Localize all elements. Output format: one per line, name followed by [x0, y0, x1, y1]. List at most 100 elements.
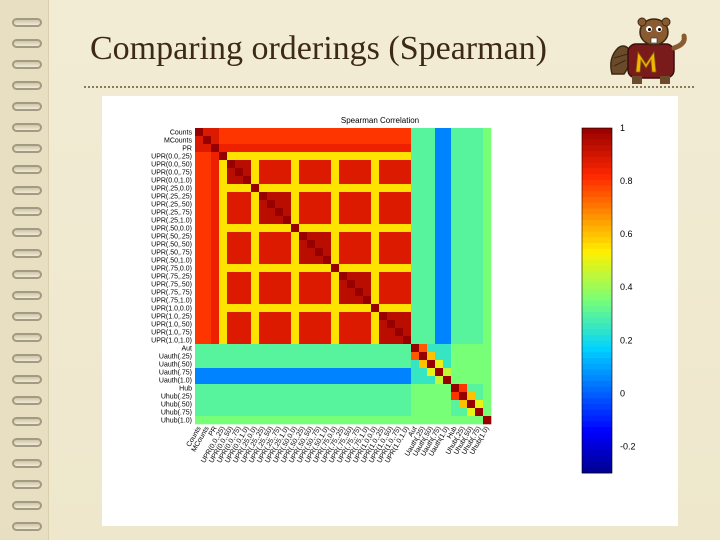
- colorbar-segment: [582, 398, 612, 405]
- heatmap-cell: [379, 240, 388, 249]
- heatmap-cell: [371, 368, 380, 377]
- heatmap-cell: [459, 288, 468, 297]
- heatmap-cell: [387, 232, 396, 241]
- heatmap-cell: [395, 256, 404, 265]
- heatmap-cell: [467, 264, 476, 273]
- heatmap-cell: [251, 400, 260, 409]
- colorbar-segment: [582, 197, 612, 204]
- heatmap-cell: [451, 240, 460, 249]
- heatmap-cell: [203, 288, 212, 297]
- heatmap-cell: [243, 128, 252, 137]
- heatmap-cell: [251, 200, 260, 209]
- colorbar-tick-label: -0.2: [620, 441, 636, 451]
- heatmap-cell: [259, 136, 268, 145]
- heatmap-cell: [267, 360, 276, 369]
- heatmap-cell: [219, 232, 228, 241]
- heatmap-cell: [387, 144, 396, 153]
- heatmap-cell: [235, 400, 244, 409]
- heatmap-cell: [219, 136, 228, 145]
- heatmap-cell: [371, 280, 380, 289]
- heatmap-cell: [243, 384, 252, 393]
- heatmap-cell: [323, 392, 332, 401]
- heatmap-cell: [379, 200, 388, 209]
- heatmap-cell: [227, 216, 236, 225]
- heatmap-cell: [363, 384, 372, 393]
- heatmap-cell: [363, 208, 372, 217]
- heatmap-cell: [475, 232, 484, 241]
- heatmap-cell: [387, 200, 396, 209]
- heatmap-cell: [227, 344, 236, 353]
- heatmap-cell: [203, 280, 212, 289]
- heatmap-cell: [203, 360, 212, 369]
- heatmap-cell: [435, 168, 444, 177]
- heatmap-cell: [371, 160, 380, 169]
- heatmap-cell: [435, 352, 444, 361]
- heatmap-cell: [419, 392, 428, 401]
- heatmap-cell: [251, 152, 260, 161]
- heatmap-cell: [291, 152, 300, 161]
- heatmap-cell: [195, 144, 204, 153]
- heatmap-cell: [291, 128, 300, 137]
- heatmap-cell: [371, 384, 380, 393]
- heatmap-cell: [435, 312, 444, 321]
- heatmap-cell: [315, 416, 324, 425]
- heatmap-cell: [363, 360, 372, 369]
- heatmap-cell: [251, 408, 260, 417]
- heatmap-cell: [227, 232, 236, 241]
- heatmap-cell: [451, 320, 460, 329]
- heatmap-cell: [467, 184, 476, 193]
- heatmap-cell: [363, 200, 372, 209]
- heatmap-cell: [299, 272, 308, 281]
- heatmap-cell: [467, 400, 476, 409]
- heatmap-cell: [331, 136, 340, 145]
- heatmap-cell: [427, 240, 436, 249]
- heatmap-cell: [363, 256, 372, 265]
- heatmap-cell: [203, 368, 212, 377]
- heatmap-cell: [291, 376, 300, 385]
- heatmap-cell: [331, 224, 340, 233]
- heatmap-cell: [467, 240, 476, 249]
- heatmap-cell: [235, 168, 244, 177]
- heatmap-cell: [299, 176, 308, 185]
- heatmap-cell: [411, 240, 420, 249]
- heatmap-cell: [323, 408, 332, 417]
- heatmap-cell: [475, 360, 484, 369]
- heatmap-cell: [251, 144, 260, 153]
- heatmap-cell: [251, 232, 260, 241]
- heatmap-cell: [451, 216, 460, 225]
- heatmap-cell: [291, 264, 300, 273]
- heatmap-cell: [211, 256, 220, 265]
- heatmap-cell: [347, 296, 356, 305]
- heatmap-cell: [419, 416, 428, 425]
- row-label: UPR(.25,.75): [151, 209, 192, 216]
- heatmap-cell: [267, 192, 276, 201]
- row-label: UPR(.50,.50): [151, 241, 192, 248]
- heatmap-cell: [243, 144, 252, 153]
- heatmap-cell: [307, 128, 316, 137]
- heatmap-cell: [339, 376, 348, 385]
- heatmap-cell: [363, 232, 372, 241]
- heatmap-cell: [483, 400, 492, 409]
- colorbar-segment: [582, 300, 612, 307]
- heatmap-cell: [235, 256, 244, 265]
- column-label: Aut: [407, 425, 418, 438]
- heatmap-cell: [379, 208, 388, 217]
- colorbar-segment: [582, 277, 612, 284]
- heatmap-cell: [483, 352, 492, 361]
- heatmap-cell: [363, 328, 372, 337]
- heatmap-cell: [195, 296, 204, 305]
- heatmap-cell: [211, 160, 220, 169]
- heatmap-cell: [235, 216, 244, 225]
- heatmap-cell: [355, 296, 364, 305]
- heatmap-cell: [299, 336, 308, 345]
- heatmap-cell: [483, 384, 492, 393]
- binding-ring: [12, 291, 42, 300]
- heatmap-cell: [403, 152, 412, 161]
- heatmap-cell: [467, 296, 476, 305]
- heatmap-cell: [363, 136, 372, 145]
- heatmap-cell: [307, 376, 316, 385]
- heatmap-cell: [395, 264, 404, 273]
- heatmap-cell: [395, 392, 404, 401]
- heatmap-cell: [355, 320, 364, 329]
- heatmap-cell: [267, 384, 276, 393]
